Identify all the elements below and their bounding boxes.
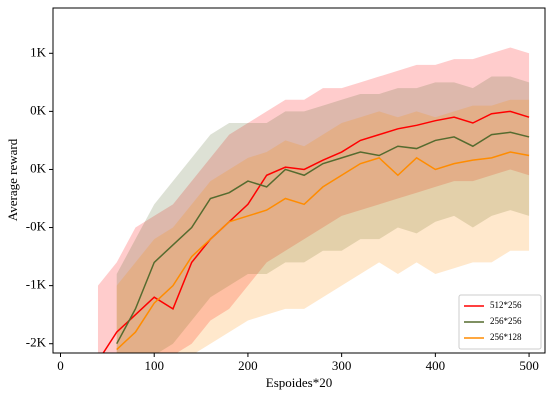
x-tick-label: 0 <box>57 358 64 373</box>
y-tick-label: 0K <box>30 160 47 175</box>
x-tick-label: 400 <box>426 358 446 373</box>
series-line <box>102 110 530 353</box>
legend-label: 256*128 <box>490 332 522 342</box>
y-tick-label: -2K <box>26 335 47 350</box>
x-axis-label: Espoides*20 <box>266 375 332 390</box>
y-tick-label: 0K <box>30 102 47 117</box>
series-line <box>116 131 530 345</box>
x-tick-label: 500 <box>519 358 539 373</box>
x-tick-label: 100 <box>144 358 164 373</box>
x-tick-label: 300 <box>332 358 352 373</box>
y-tick-label: -1K <box>26 277 47 292</box>
y-axis-label: Average reward <box>5 138 20 221</box>
legend-label: 512*256 <box>490 300 522 310</box>
legend: 512*256 256*256 256*128 <box>458 294 542 350</box>
band <box>116 76 530 353</box>
plot-frame <box>52 7 546 354</box>
series-line <box>116 151 530 351</box>
legend-box <box>458 294 542 350</box>
y-tick-label: -0K <box>26 219 47 234</box>
x-tick-label: 200 <box>238 358 258 373</box>
legend-label: 256*256 <box>490 316 522 326</box>
y-tick-label: 1K <box>30 44 47 59</box>
